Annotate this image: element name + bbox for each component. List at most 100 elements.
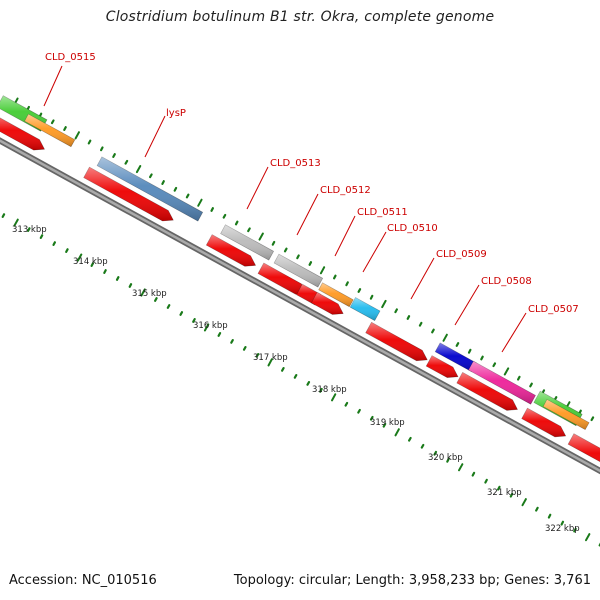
minor-tick bbox=[128, 283, 133, 288]
minor-tick bbox=[418, 321, 423, 327]
major-tick bbox=[331, 393, 337, 402]
major-tick bbox=[197, 198, 203, 207]
gene-label: lysP bbox=[166, 108, 186, 119]
cds-arrow-red bbox=[0, 117, 45, 151]
minor-tick bbox=[516, 375, 521, 381]
minor-tick bbox=[484, 478, 488, 484]
cds-arrow-red bbox=[456, 371, 518, 411]
gene-label: CLD_0513 bbox=[270, 158, 321, 169]
minor-tick bbox=[185, 193, 190, 199]
minor-tick bbox=[394, 308, 398, 314]
gene-label: CLD_0507 bbox=[528, 304, 579, 315]
minor-tick bbox=[242, 346, 247, 351]
minor-tick bbox=[154, 297, 158, 302]
minor-tick bbox=[408, 436, 412, 442]
cds-arrow-red bbox=[205, 234, 257, 267]
callout-CLD_0513: CLD_0513 bbox=[246, 158, 321, 210]
major-tick bbox=[521, 498, 527, 507]
minor-tick bbox=[50, 119, 55, 125]
major-tick bbox=[458, 463, 464, 472]
gene-label: CLD_0509 bbox=[436, 249, 487, 260]
minor-tick bbox=[87, 139, 92, 145]
gene-block-CLD_0512 bbox=[273, 253, 324, 288]
minor-tick bbox=[65, 248, 69, 253]
minor-tick bbox=[26, 105, 30, 111]
minor-tick bbox=[590, 416, 595, 422]
gene-block-CLD_0507 bbox=[468, 360, 536, 405]
minor-tick bbox=[431, 328, 435, 334]
minor-tick bbox=[230, 339, 234, 344]
minor-tick bbox=[296, 254, 300, 260]
kbp-label: 318 kbp bbox=[312, 385, 347, 395]
kbp-label: 322 kbp bbox=[545, 524, 580, 534]
gene-label: CLD_0511 bbox=[357, 207, 408, 218]
minor-tick bbox=[166, 304, 171, 309]
kbp-label: 314 kbp bbox=[73, 257, 108, 267]
major-tick bbox=[74, 131, 80, 140]
gene-label: CLD_0515 bbox=[45, 52, 96, 63]
minor-tick bbox=[103, 269, 107, 274]
major-tick bbox=[585, 533, 591, 542]
feature-track bbox=[0, 95, 600, 463]
kbp-label: 319 kbp bbox=[370, 418, 405, 428]
gene-block-orange bbox=[24, 113, 76, 148]
kbp-label: 320 kbp bbox=[428, 453, 463, 463]
minor-tick bbox=[192, 318, 196, 323]
minor-tick bbox=[1, 213, 6, 218]
gene-block-lysP bbox=[96, 156, 204, 222]
minor-tick bbox=[90, 262, 95, 267]
leader-line bbox=[144, 115, 166, 158]
minor-tick bbox=[492, 362, 497, 368]
minor-tick bbox=[369, 415, 374, 421]
callout-lysP: lysP bbox=[144, 108, 186, 158]
minor-tick bbox=[541, 389, 546, 395]
minor-tick bbox=[480, 355, 484, 361]
inner-tick-track bbox=[1, 213, 600, 547]
major-tick bbox=[140, 288, 146, 297]
callout-CLD_0508: CLD_0508 bbox=[454, 276, 532, 326]
major-tick bbox=[203, 323, 210, 332]
gene-label: CLD_0510 bbox=[387, 223, 438, 234]
cds-arrow-red bbox=[567, 433, 600, 463]
kbp-label: 316 kbp bbox=[193, 321, 228, 331]
callout-CLD_0512: CLD_0512 bbox=[296, 185, 371, 236]
major-tick bbox=[381, 299, 387, 309]
minor-tick bbox=[553, 396, 558, 401]
minor-tick bbox=[27, 227, 31, 232]
backbone-highlight bbox=[0, 139, 600, 473]
minor-tick bbox=[234, 220, 239, 226]
minor-tick bbox=[283, 247, 288, 253]
major-tick bbox=[442, 333, 448, 342]
leader-line bbox=[334, 215, 356, 257]
minor-tick bbox=[333, 274, 337, 280]
minor-tick bbox=[509, 492, 514, 498]
cds-arrow-red bbox=[521, 407, 567, 438]
gene-label: CLD_0508 bbox=[481, 276, 532, 287]
minor-tick bbox=[369, 294, 374, 300]
kbp-label: 321 kbp bbox=[487, 488, 522, 498]
gene-block-CLD_0511 bbox=[318, 282, 354, 308]
minor-tick bbox=[149, 173, 153, 179]
kbp-label: 313 kbp bbox=[12, 225, 47, 235]
genome-summary-text: Topology: circular; Length: 3,958,233 bp… bbox=[233, 573, 591, 588]
minor-tick bbox=[344, 401, 349, 407]
minor-tick bbox=[99, 146, 104, 152]
minor-tick bbox=[406, 315, 411, 320]
minor-tick bbox=[471, 471, 476, 477]
major-tick bbox=[319, 266, 326, 275]
minor-tick bbox=[52, 241, 57, 246]
minor-tick bbox=[578, 409, 582, 415]
minor-tick bbox=[271, 240, 276, 246]
minor-tick bbox=[573, 527, 577, 533]
minor-tick bbox=[115, 276, 120, 281]
gene-block-orange-2 bbox=[542, 399, 590, 431]
major-tick bbox=[267, 358, 273, 367]
leader-line bbox=[246, 166, 269, 210]
accession-text: Accession: NC_010516 bbox=[9, 573, 157, 588]
cds-arrow-red bbox=[365, 321, 428, 362]
minor-tick bbox=[39, 234, 44, 239]
minor-tick bbox=[497, 485, 501, 491]
minor-tick bbox=[547, 513, 552, 519]
minor-tick bbox=[357, 288, 362, 293]
